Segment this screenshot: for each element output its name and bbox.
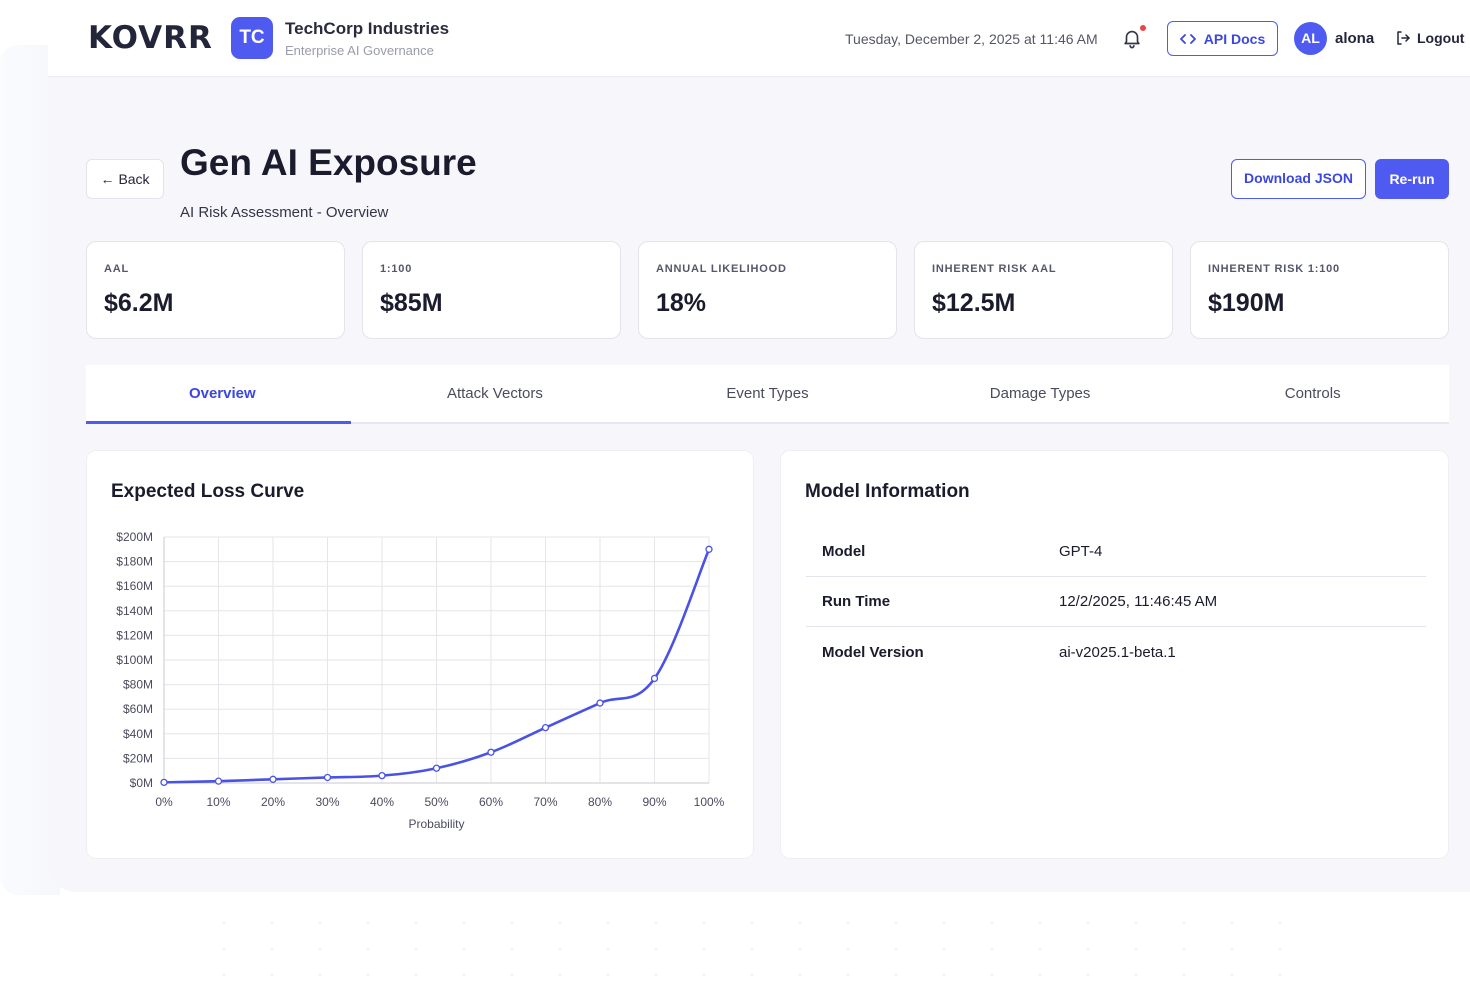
- metric-label: 1:100: [380, 263, 413, 275]
- x-tick-label: 90%: [642, 795, 666, 809]
- data-point: [378, 771, 386, 780]
- expected-loss-chart: $0M $20M $40M $60M $80M $100M $120M $140M $160M $…: [116, 530, 725, 831]
- model-row: Model GPT-4: [806, 527, 1426, 577]
- x-tick-label: 70%: [533, 795, 557, 809]
- top-bar: KOVRR TC TechCorp Industries Enterprise …: [48, 0, 1470, 77]
- y-tick-label: $200M: [116, 530, 153, 544]
- data-point: [160, 778, 168, 787]
- model-information-panel: Model Information Model GPT-4 Run Time 1…: [780, 450, 1449, 859]
- tab-attack-vectors[interactable]: Attack Vectors: [446, 385, 543, 402]
- y-tick-label: $160M: [116, 579, 153, 593]
- info-value: 12/2/2025, 11:46:45 AM: [1059, 593, 1218, 610]
- current-datetime: Tuesday, December 2, 2025 at 11:46 AM: [845, 31, 1098, 47]
- metric-label: AAL: [104, 263, 130, 275]
- metric-label: INHERENT RISK AAL: [932, 263, 1057, 275]
- arrow-left-icon: ←: [100, 171, 115, 187]
- metric-value: 18%: [656, 289, 707, 317]
- back-label: Back: [118, 171, 150, 187]
- app-window: KOVRR TC TechCorp Industries Enterprise …: [48, 0, 1470, 892]
- background-dot-pattern: [200, 910, 1300, 1000]
- api-docs-label: API Docs: [1203, 30, 1266, 47]
- tab-overview[interactable]: Overview: [86, 365, 359, 424]
- x-tick-label: 80%: [588, 795, 612, 809]
- logout-icon: [1397, 31, 1410, 45]
- y-tick-label: $40M: [123, 727, 153, 741]
- metric-value: $6.2M: [104, 289, 174, 317]
- metric-card-annual-likelihood: ANNUAL LIKELIHOOD 18%: [638, 241, 897, 339]
- back-button[interactable]: ← Back: [86, 159, 164, 199]
- x-tick-label: 100%: [694, 795, 725, 809]
- expected-loss-panel: Expected Loss Curve $0M $20M $40M $60M $80M $…: [86, 450, 754, 859]
- metric-card-inherent-risk-aal: INHERENT RISK AAL $12.5M: [914, 241, 1173, 339]
- data-point: [650, 674, 659, 683]
- logout-label: Logout: [1417, 30, 1465, 46]
- run-time-row: Run Time 12/2/2025, 11:46:45 AM: [806, 577, 1426, 627]
- x-tick-label: 20%: [261, 795, 285, 809]
- tab-bar: Overview Attack Vectors Event Types Dama…: [86, 365, 1449, 424]
- metric-label: ANNUAL LIKELIHOOD: [656, 263, 787, 275]
- org-badge: TC: [231, 17, 273, 59]
- org-name: TechCorp Industries: [285, 19, 450, 38]
- info-value: ai-v2025.1-beta.1: [1059, 643, 1176, 661]
- metric-card-aal: AAL $6.2M: [86, 241, 345, 339]
- tab-event-types[interactable]: Event Types: [726, 385, 809, 402]
- data-point: [596, 699, 604, 707]
- data-point: [432, 764, 441, 772]
- x-tick-label: 30%: [315, 795, 339, 809]
- x-axis-label: Probability: [408, 817, 464, 831]
- y-tick-label: $180M: [116, 555, 153, 569]
- api-docs-button[interactable]: API Docs: [1167, 21, 1278, 56]
- logout-button[interactable]: Logout: [1395, 30, 1464, 46]
- page-title: Gen AI Exposure: [180, 142, 477, 183]
- info-key: Run Time: [822, 593, 891, 610]
- user-avatar[interactable]: AL: [1294, 22, 1327, 55]
- page-subtitle: AI Risk Assessment - Overview: [180, 204, 389, 221]
- chart-title: Expected Loss Curve: [111, 481, 305, 502]
- username[interactable]: alona: [1335, 30, 1375, 47]
- tab-damage-types[interactable]: Damage Types: [989, 385, 1091, 402]
- data-point: [541, 723, 550, 732]
- data-point: [269, 775, 277, 783]
- metric-label: INHERENT RISK 1:100: [1208, 263, 1340, 275]
- y-tick-label: $60M: [123, 702, 153, 716]
- x-tick-label: 40%: [370, 795, 394, 809]
- series-line: [163, 548, 711, 784]
- notification-dot: [1140, 25, 1146, 31]
- data-point: [214, 777, 223, 785]
- x-tick-label: 0%: [155, 795, 173, 809]
- data-point: [487, 748, 495, 756]
- y-tick-label: $80M: [123, 678, 153, 692]
- y-tick-label: $0M: [130, 776, 153, 790]
- y-tick-label: $140M: [116, 604, 153, 618]
- metric-card-inherent-risk-1-in-100: INHERENT RISK 1:100 $190M: [1190, 241, 1449, 339]
- model-info-title: Model Information: [805, 481, 970, 502]
- org-subtitle: Enterprise AI Governance: [285, 43, 434, 58]
- info-value: GPT-4: [1059, 543, 1103, 560]
- data-point: [323, 773, 332, 782]
- x-tick-label: 50%: [424, 795, 448, 809]
- y-tick-label: $120M: [116, 628, 153, 642]
- y-tick-label: $100M: [116, 653, 153, 667]
- y-tick-label: $20M: [123, 751, 153, 765]
- x-tick-label: 60%: [479, 795, 503, 809]
- data-point: [705, 545, 713, 553]
- metric-card-1-in-100: 1:100 $85M: [362, 241, 621, 339]
- code-icon: [1179, 33, 1196, 44]
- info-key: Model Version: [822, 643, 924, 661]
- rerun-button[interactable]: Re-run: [1375, 159, 1449, 199]
- tab-controls[interactable]: Controls: [1284, 385, 1341, 402]
- x-tick-label: 10%: [206, 795, 230, 809]
- bell-icon[interactable]: [1121, 27, 1143, 49]
- kovrr-logo[interactable]: KOVRR: [88, 20, 213, 56]
- metric-value: $190M: [1208, 289, 1285, 317]
- metric-value: $12.5M: [932, 289, 1016, 317]
- model-version-row: Model Version ai-v2025.1-beta.1: [806, 627, 1426, 677]
- download-json-button[interactable]: Download JSON: [1231, 159, 1366, 199]
- metric-value: $85M: [380, 289, 443, 317]
- info-key: Model: [822, 543, 866, 560]
